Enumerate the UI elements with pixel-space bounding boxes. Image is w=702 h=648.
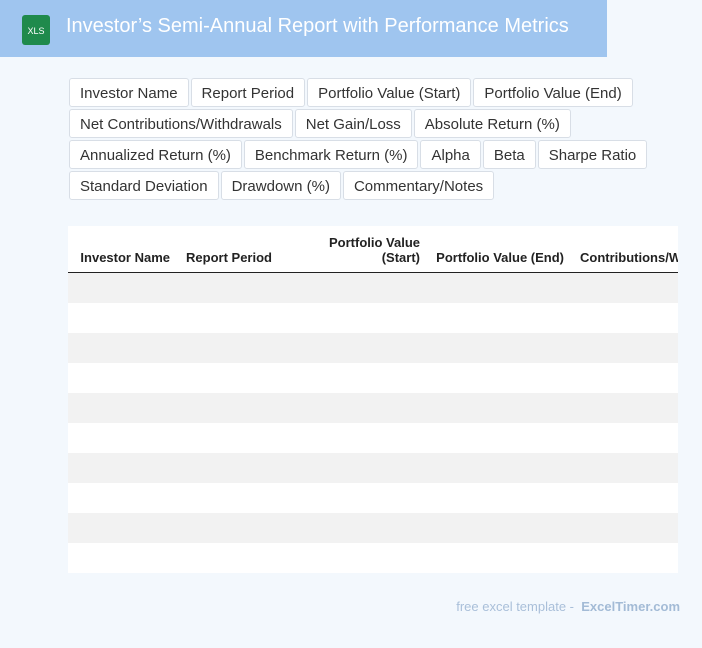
table-cell [280,453,428,483]
table-row [68,543,678,573]
table-row [68,483,678,513]
table-cell [572,543,678,573]
table-cell [572,303,678,333]
tag[interactable]: Portfolio Value (Start) [307,78,472,107]
tag[interactable]: Investor Name [69,78,189,107]
table-cell [68,543,178,573]
table-cell [178,363,280,393]
table-cell [572,393,678,423]
table-cell [68,363,178,393]
table-cell [428,483,572,513]
table-cell [428,272,572,303]
table-cell [68,303,178,333]
tag[interactable]: Report Period [190,78,306,107]
table-cell [280,513,428,543]
table-cell [178,543,280,573]
data-table: Investor Name Report Period Portfolio Valu… [68,226,678,573]
table-row [68,423,678,453]
tag[interactable]: Standard Deviation [69,171,219,200]
table-cell [428,423,572,453]
column-header: Investor Name [68,226,178,273]
table-cell [280,393,428,423]
table-cell [178,423,280,453]
tag[interactable]: Benchmark Return (%) [243,140,419,169]
table-cell [68,483,178,513]
table-cell [68,272,178,303]
table-cell [428,393,572,423]
table-row [68,303,678,333]
column-header: Portfolio Value (Start) [280,226,428,273]
table-row [68,453,678,483]
table-row [68,333,678,363]
tag[interactable]: Alpha [420,140,481,169]
column-header: Portfolio Value (End) [428,226,572,273]
table-row [68,393,678,423]
table-container: Investor Name Report Period Portfolio Valu… [68,226,678,573]
table-cell [572,423,678,453]
table-cell [178,513,280,543]
table-cell [280,303,428,333]
table-cell [428,303,572,333]
table-cell [280,483,428,513]
footer-link[interactable]: ExcelTimer.com [581,599,680,614]
table-cell [428,363,572,393]
tag[interactable]: Net Contributions/Withdrawals [69,109,293,138]
table-cell [178,453,280,483]
table-cell [572,453,678,483]
footer-text: free excel template - [456,599,574,614]
table-cell [68,513,178,543]
table-row [68,272,678,303]
table-row [68,513,678,543]
table-cell [572,483,678,513]
table-cell [572,363,678,393]
table-cell [280,543,428,573]
column-header: Net Contributions/Withdrawals [572,226,678,273]
table-cell [178,272,280,303]
tag[interactable]: Drawdown (%) [220,171,341,200]
column-header: Report Period [178,226,280,273]
table-cell [178,483,280,513]
table-cell [178,333,280,363]
table-body [68,272,678,574]
table-cell [428,543,572,573]
table-cell [280,272,428,303]
table-cell [428,513,572,543]
table-cell [68,453,178,483]
header-row: Investor Name Report Period Portfolio Valu… [68,226,678,273]
tag[interactable]: Absolute Return (%) [413,109,571,138]
table-cell [280,423,428,453]
tag[interactable]: Net Gain/Loss [294,109,412,138]
tag[interactable]: Commentary/Notes [342,171,495,200]
tag[interactable]: Annualized Return (%) [69,140,242,169]
table-cell [178,393,280,423]
table-cell [178,303,280,333]
table-cell [280,333,428,363]
table-cell [280,363,428,393]
footer: free excel template - ExcelTimer.com [456,599,680,614]
tag[interactable]: Sharpe Ratio [537,140,648,169]
page-title: Investor’s Semi-Annual Report with Perfo… [66,15,569,37]
tag[interactable]: Portfolio Value (End) [473,78,633,107]
table-cell [68,333,178,363]
tag[interactable]: Beta [482,140,536,169]
table-cell [428,453,572,483]
table-cell [68,393,178,423]
table-cell [572,272,678,303]
table-cell [572,333,678,363]
table-cell [572,513,678,543]
table-cell [68,423,178,453]
header-banner: XLS Investor’s Semi-Annual Report with P… [0,0,607,57]
tag-list: Investor Name Report Period Portfolio Valu… [69,78,649,200]
table-row [68,363,678,393]
table-cell [428,333,572,363]
file-icon: XLS [22,15,50,45]
